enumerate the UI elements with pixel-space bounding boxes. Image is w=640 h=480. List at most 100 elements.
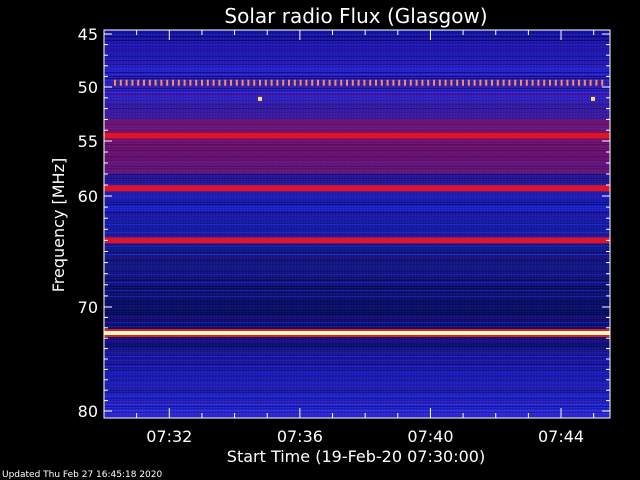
dotted-band-mark	[508, 79, 511, 86]
dotted-band-mark	[531, 79, 534, 86]
dotted-band-mark	[491, 79, 493, 86]
dotted-band-mark	[288, 79, 290, 86]
dotted-band-mark	[166, 79, 169, 86]
y-tick-label: 70	[78, 298, 98, 317]
dotted-band-mark	[589, 79, 592, 86]
emission-region	[104, 119, 610, 174]
dotted-band-mark	[566, 79, 569, 86]
dotted-band-mark	[380, 79, 383, 86]
dotted-band-mark	[311, 79, 314, 86]
x-tick-label: 07:40	[407, 427, 453, 446]
chart-title: Solar radio Flux (Glasgow)	[224, 4, 487, 28]
updated-timestamp: Updated Thu Feb 27 16:45:18 2020	[2, 470, 163, 480]
dotted-band-mark	[450, 79, 453, 86]
dotted-band-mark	[143, 79, 145, 86]
dotted-band-mark	[351, 79, 354, 86]
dotted-band-mark	[160, 79, 163, 86]
dotted-band-mark	[148, 79, 151, 86]
dotted-band-mark	[241, 79, 244, 86]
dotted-band-mark	[183, 79, 186, 86]
x-tick-label: 07:36	[277, 427, 323, 446]
dotted-band-mark	[595, 79, 598, 86]
dotted-band-mark	[386, 79, 389, 86]
dotted-band-mark	[131, 79, 134, 86]
dotted-band-mark	[520, 79, 522, 86]
dotted-band-mark	[525, 79, 528, 86]
dotted-band-mark	[543, 79, 546, 86]
dotted-band-mark	[282, 79, 285, 86]
dotted-band-mark	[201, 79, 203, 86]
dotted-band-mark	[189, 79, 192, 86]
y-tick-label: 55	[78, 132, 98, 151]
dotted-band-mark	[317, 79, 319, 86]
dotted-band-mark	[172, 79, 174, 86]
dotted-band-mark	[299, 79, 302, 86]
band-high	[104, 185, 610, 192]
band-high	[104, 132, 610, 139]
x-tick-label: 07:44	[538, 427, 584, 446]
dotted-band-mark	[322, 79, 325, 86]
dotted-band-mark	[270, 79, 273, 86]
dotted-band-mark	[392, 79, 395, 86]
dotted-band-mark	[456, 79, 459, 86]
band-high	[104, 237, 610, 244]
dotted-band-mark	[253, 79, 256, 86]
dotted-band-mark	[369, 79, 372, 86]
dotted-band-mark	[346, 79, 348, 86]
dotted-band-mark	[415, 79, 418, 86]
dotted-band-mark	[264, 79, 267, 86]
burst-spot	[591, 96, 595, 101]
dotted-band-mark	[212, 79, 215, 86]
dotted-band-mark	[409, 79, 412, 86]
dotted-band-mark	[137, 79, 140, 86]
dotted-band-mark	[479, 79, 482, 86]
dotted-band-mark	[125, 79, 128, 86]
dotted-band-mark	[444, 79, 447, 86]
dotted-band-mark	[206, 79, 209, 86]
dotted-band-mark	[235, 79, 238, 86]
dotted-band-mark	[334, 79, 337, 86]
noise-overlay	[104, 30, 610, 418]
dotted-band-mark	[218, 79, 221, 86]
band-peak	[104, 331, 610, 335]
y-axis-label: Frequency [MHz]	[49, 158, 68, 292]
dotted-band-mark	[340, 79, 343, 86]
dotted-band-mark	[578, 79, 580, 86]
dotted-band-mark	[554, 79, 557, 86]
dotted-band-mark	[427, 79, 430, 86]
dotted-band-mark	[421, 79, 424, 86]
dotted-band-mark	[601, 79, 604, 86]
dotted-band-mark	[473, 79, 476, 86]
dotted-band-mark	[247, 79, 250, 86]
dotted-band-mark	[583, 79, 586, 86]
dotted-band-mark	[462, 79, 464, 86]
dotted-band-mark	[438, 79, 441, 86]
x-axis: 07:32 07:36 07:40 07:44	[136, 30, 595, 446]
dotted-band-mark	[276, 79, 279, 86]
dotted-band-mark	[154, 79, 157, 86]
dotted-band-mark	[496, 79, 499, 86]
dotted-band-mark	[195, 79, 198, 86]
dotted-band-mark	[404, 79, 406, 86]
dotted-band-mark	[433, 79, 435, 86]
dotted-band-mark	[328, 79, 331, 86]
y-tick-label: 45	[78, 25, 98, 44]
dotted-band-mark	[560, 79, 563, 86]
y-tick-label: 80	[78, 402, 98, 421]
spectrogram-plot-area	[103, 29, 611, 419]
y-tick-label: 50	[78, 78, 98, 97]
dotted-band-mark	[177, 79, 180, 86]
dotted-band-mark	[224, 79, 227, 86]
dotted-band-mark	[375, 79, 377, 86]
dotted-band-mark	[537, 79, 540, 86]
dotted-band-mark	[114, 79, 116, 86]
dotted-band-mark	[572, 79, 575, 86]
dotted-band-mark	[549, 79, 551, 86]
dotted-band-mark	[398, 79, 401, 86]
x-tick-label: 07:32	[146, 427, 192, 446]
plot-frame	[103, 29, 611, 419]
dotted-band-mark	[514, 79, 517, 86]
dotted-band-mark	[259, 79, 261, 86]
y-axis: 45 50 55 60 70 80	[78, 25, 610, 421]
